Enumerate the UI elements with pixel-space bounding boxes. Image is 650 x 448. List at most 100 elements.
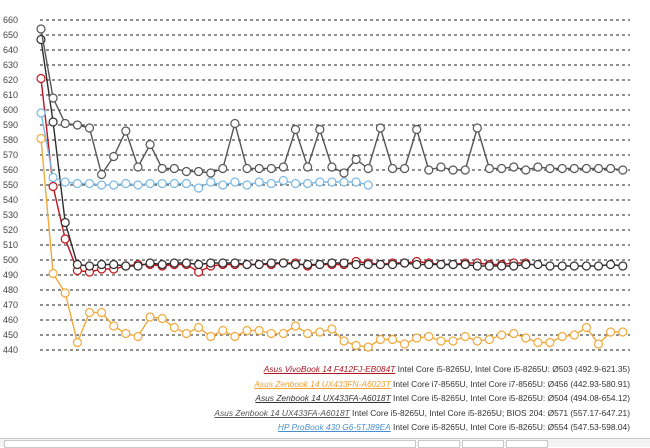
data-point[interactable] [36,108,46,118]
data-point[interactable] [145,312,155,322]
data-point[interactable] [133,162,143,172]
data-point[interactable] [387,334,398,345]
data-point[interactable] [48,181,58,192]
data-point[interactable] [266,163,276,174]
legend-device-link[interactable]: Asus Zenbook 14 UX433FA-A6018T [214,407,350,418]
data-point[interactable] [339,177,349,187]
data-point[interactable] [254,177,264,187]
data-point[interactable] [290,259,301,270]
data-point[interactable] [60,177,70,187]
data-point[interactable] [424,331,434,342]
data-point[interactable] [497,261,507,271]
data-point[interactable] [581,163,592,174]
data-point[interactable] [424,165,434,175]
data-point[interactable] [387,259,398,270]
data-point[interactable] [545,337,555,348]
data-point[interactable] [169,322,179,333]
data-point[interactable] [436,336,446,346]
data-point[interactable] [351,177,361,187]
data-point[interactable] [327,162,337,172]
data-point[interactable] [363,180,373,190]
data-point[interactable] [497,163,507,174]
data-point[interactable] [169,163,179,174]
data-point[interactable] [569,261,579,271]
data-point[interactable] [605,327,616,337]
data-point[interactable] [375,259,385,270]
data-point[interactable] [290,321,301,331]
data-point[interactable] [194,183,204,193]
data-point[interactable] [569,163,579,174]
data-point[interactable] [339,168,349,178]
data-point[interactable] [484,261,494,271]
data-point[interactable] [484,334,494,345]
data-point[interactable] [206,168,216,178]
data-point[interactable] [96,169,107,180]
data-point[interactable] [218,163,228,174]
data-point[interactable] [266,328,276,339]
data-point[interactable] [157,163,167,174]
data-point[interactable] [157,259,167,270]
data-point[interactable] [605,259,616,270]
data-point[interactable] [363,259,373,270]
data-point[interactable] [36,24,46,34]
data-point[interactable] [181,328,191,339]
data-point[interactable] [460,165,470,175]
data-point[interactable] [254,325,264,336]
data-point[interactable] [194,322,204,333]
data-point[interactable] [290,178,301,189]
data-point[interactable] [96,307,107,318]
data-point[interactable] [412,259,422,270]
selection-input[interactable] [4,440,416,448]
data-point[interactable] [303,162,313,172]
data-point[interactable] [145,139,155,150]
data-point[interactable] [60,217,70,228]
data-point[interactable] [327,324,337,334]
data-point[interactable] [181,258,191,268]
data-point[interactable] [521,333,531,343]
data-point[interactable] [315,327,325,337]
data-point[interactable] [339,336,349,346]
data-point[interactable] [194,259,204,270]
data-point[interactable] [290,124,301,135]
legend-device-link[interactable]: HP ProBook 430 G6-5TJ89EA [277,422,391,433]
data-point[interactable] [327,258,337,268]
data-point[interactable] [230,177,240,187]
data-point[interactable] [96,259,107,270]
data-point[interactable] [545,261,555,271]
legend-device-link[interactable]: Asus Zenbook 14 UX433FA-A6018T [255,393,391,404]
data-point[interactable] [448,259,458,270]
data-point[interactable] [472,261,482,271]
data-point[interactable] [363,163,373,174]
data-point[interactable] [509,162,519,172]
data-point[interactable] [242,325,252,336]
data-point[interactable] [351,259,361,270]
data-point[interactable] [278,162,288,172]
data-point[interactable] [303,178,313,189]
data-point[interactable] [436,162,446,172]
data-point[interactable] [375,334,385,345]
data-point[interactable] [230,118,240,129]
data-point[interactable] [605,163,616,174]
data-point[interactable] [72,337,83,348]
selection-input[interactable] [418,440,460,448]
data-point[interactable] [533,162,543,172]
data-point[interactable] [375,123,385,133]
data-point[interactable] [618,165,628,175]
data-point[interactable] [618,261,628,271]
data-point[interactable] [436,259,446,270]
data-point[interactable] [133,331,143,342]
data-point[interactable] [497,330,507,340]
data-point[interactable] [545,163,555,174]
data-point[interactable] [448,165,458,175]
data-point[interactable] [412,333,422,343]
data-point[interactable] [581,322,592,333]
data-point[interactable] [303,259,313,270]
data-point[interactable] [206,331,216,342]
data-point[interactable] [121,126,131,136]
data-point[interactable] [424,259,434,270]
data-point[interactable] [84,178,95,189]
data-point[interactable] [121,261,131,271]
data-point[interactable] [48,117,58,127]
data-point[interactable] [48,93,58,103]
data-point[interactable] [569,330,579,340]
